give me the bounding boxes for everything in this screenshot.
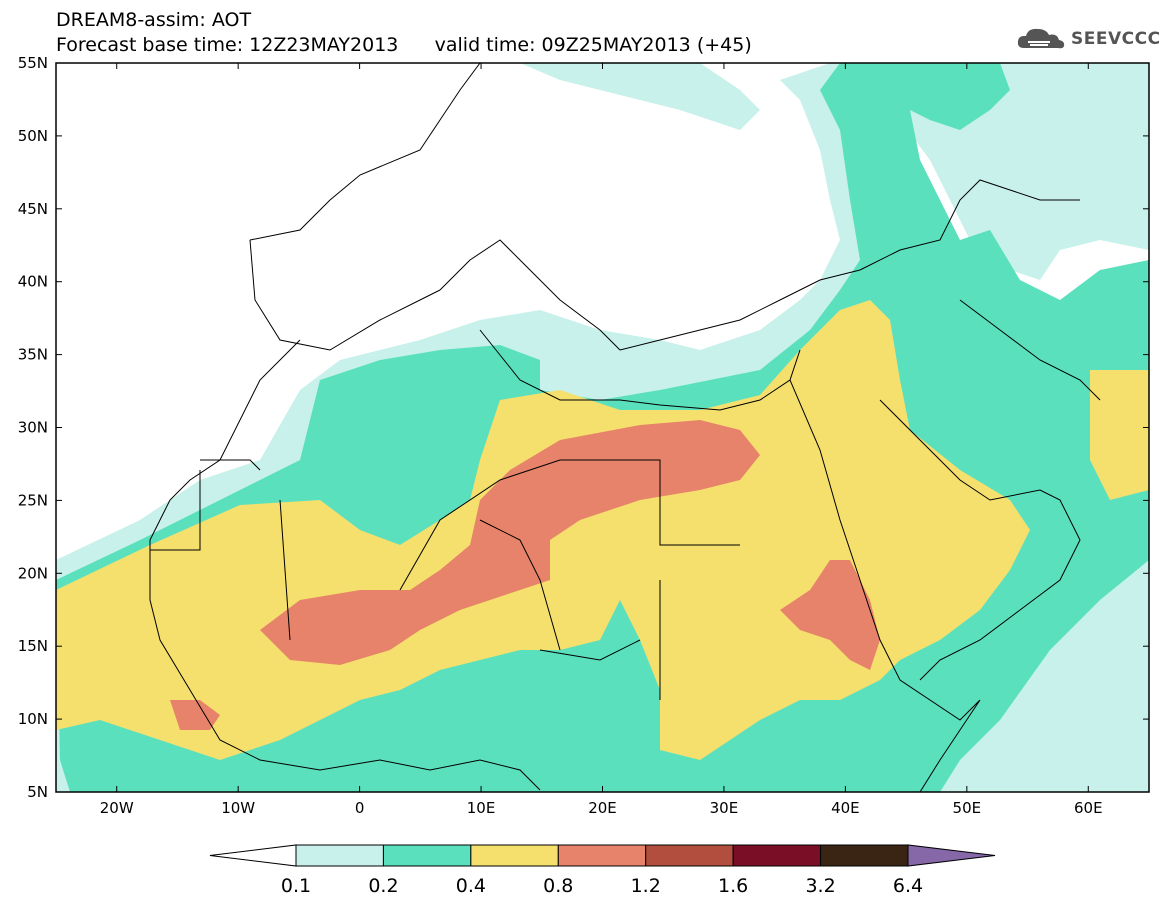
lon-label: 60E — [1074, 799, 1103, 817]
legend-label: 0.8 — [543, 875, 573, 897]
legend-label: 0.1 — [281, 875, 311, 897]
lat-label: 30N — [18, 419, 48, 437]
lon-label: 10W — [221, 799, 255, 817]
lat-label: 10N — [18, 710, 48, 728]
legend-label: 1.6 — [718, 875, 748, 897]
legend-swatch — [645, 844, 734, 867]
legend-label: 6.4 — [893, 875, 923, 897]
cloud-icon — [1017, 28, 1065, 49]
legend-swatch — [820, 844, 909, 867]
axis-ticks — [56, 62, 1149, 793]
lon-label: 20W — [100, 799, 134, 817]
legend-over-arrow — [907, 844, 996, 867]
legend-swatch — [382, 844, 472, 867]
legend-under-arrow — [209, 844, 297, 867]
aot-band-0.8 — [260, 420, 760, 665]
aot-band-0.8-east — [780, 560, 880, 670]
legend-swatch — [295, 844, 384, 867]
lat-axis: 55N 50N 45N 40N 35N 30N 25N 20N 15N 10N 5N — [18, 54, 48, 801]
lat-label: 40N — [18, 273, 48, 291]
lat-label: 45N — [18, 200, 48, 218]
lon-label: 30E — [710, 799, 739, 817]
seevccc-logo: SEEVCCC — [1016, 26, 1161, 52]
legend-label: 0.4 — [456, 875, 486, 897]
aot-band-0.8-west — [170, 700, 220, 730]
aot-field — [56, 63, 1149, 792]
lon-label: 40E — [831, 799, 860, 817]
aot-band-0.1-north — [520, 63, 760, 130]
lon-label: 20E — [588, 799, 617, 817]
legend-swatch — [732, 844, 822, 867]
lat-label: 50N — [18, 127, 48, 145]
lon-axis: 20W 10W 0 10E 20E 30E 40E 50E 60E — [100, 799, 1103, 817]
legend-swatch — [470, 844, 559, 867]
lat-label: 20N — [18, 564, 48, 582]
lon-label: 50E — [953, 799, 982, 817]
legend-label: 3.2 — [805, 875, 835, 897]
legend-label: 1.2 — [631, 875, 661, 897]
aot-band-0.4-arabia — [1090, 370, 1149, 500]
color-legend: 0.1 0.2 0.4 0.8 1.2 1.6 3.2 6.4 — [209, 844, 996, 897]
legend-swatch — [557, 844, 647, 867]
legend-label: 0.2 — [368, 875, 398, 897]
chart-title: DREAM8-assim: AOT — [56, 9, 252, 31]
lat-label: 15N — [18, 637, 48, 655]
lat-label: 5N — [27, 783, 48, 801]
chart-subtitle: Forecast base time: 12Z23MAY2013 valid t… — [56, 34, 752, 56]
lon-label: 10E — [467, 799, 496, 817]
coastlines — [149, 63, 1101, 792]
lat-label: 25N — [18, 491, 48, 509]
logo-text: SEEVCCC — [1071, 29, 1161, 49]
lat-label: 35N — [18, 346, 48, 364]
lon-label: 0 — [355, 799, 365, 817]
lat-label: 55N — [18, 54, 48, 72]
